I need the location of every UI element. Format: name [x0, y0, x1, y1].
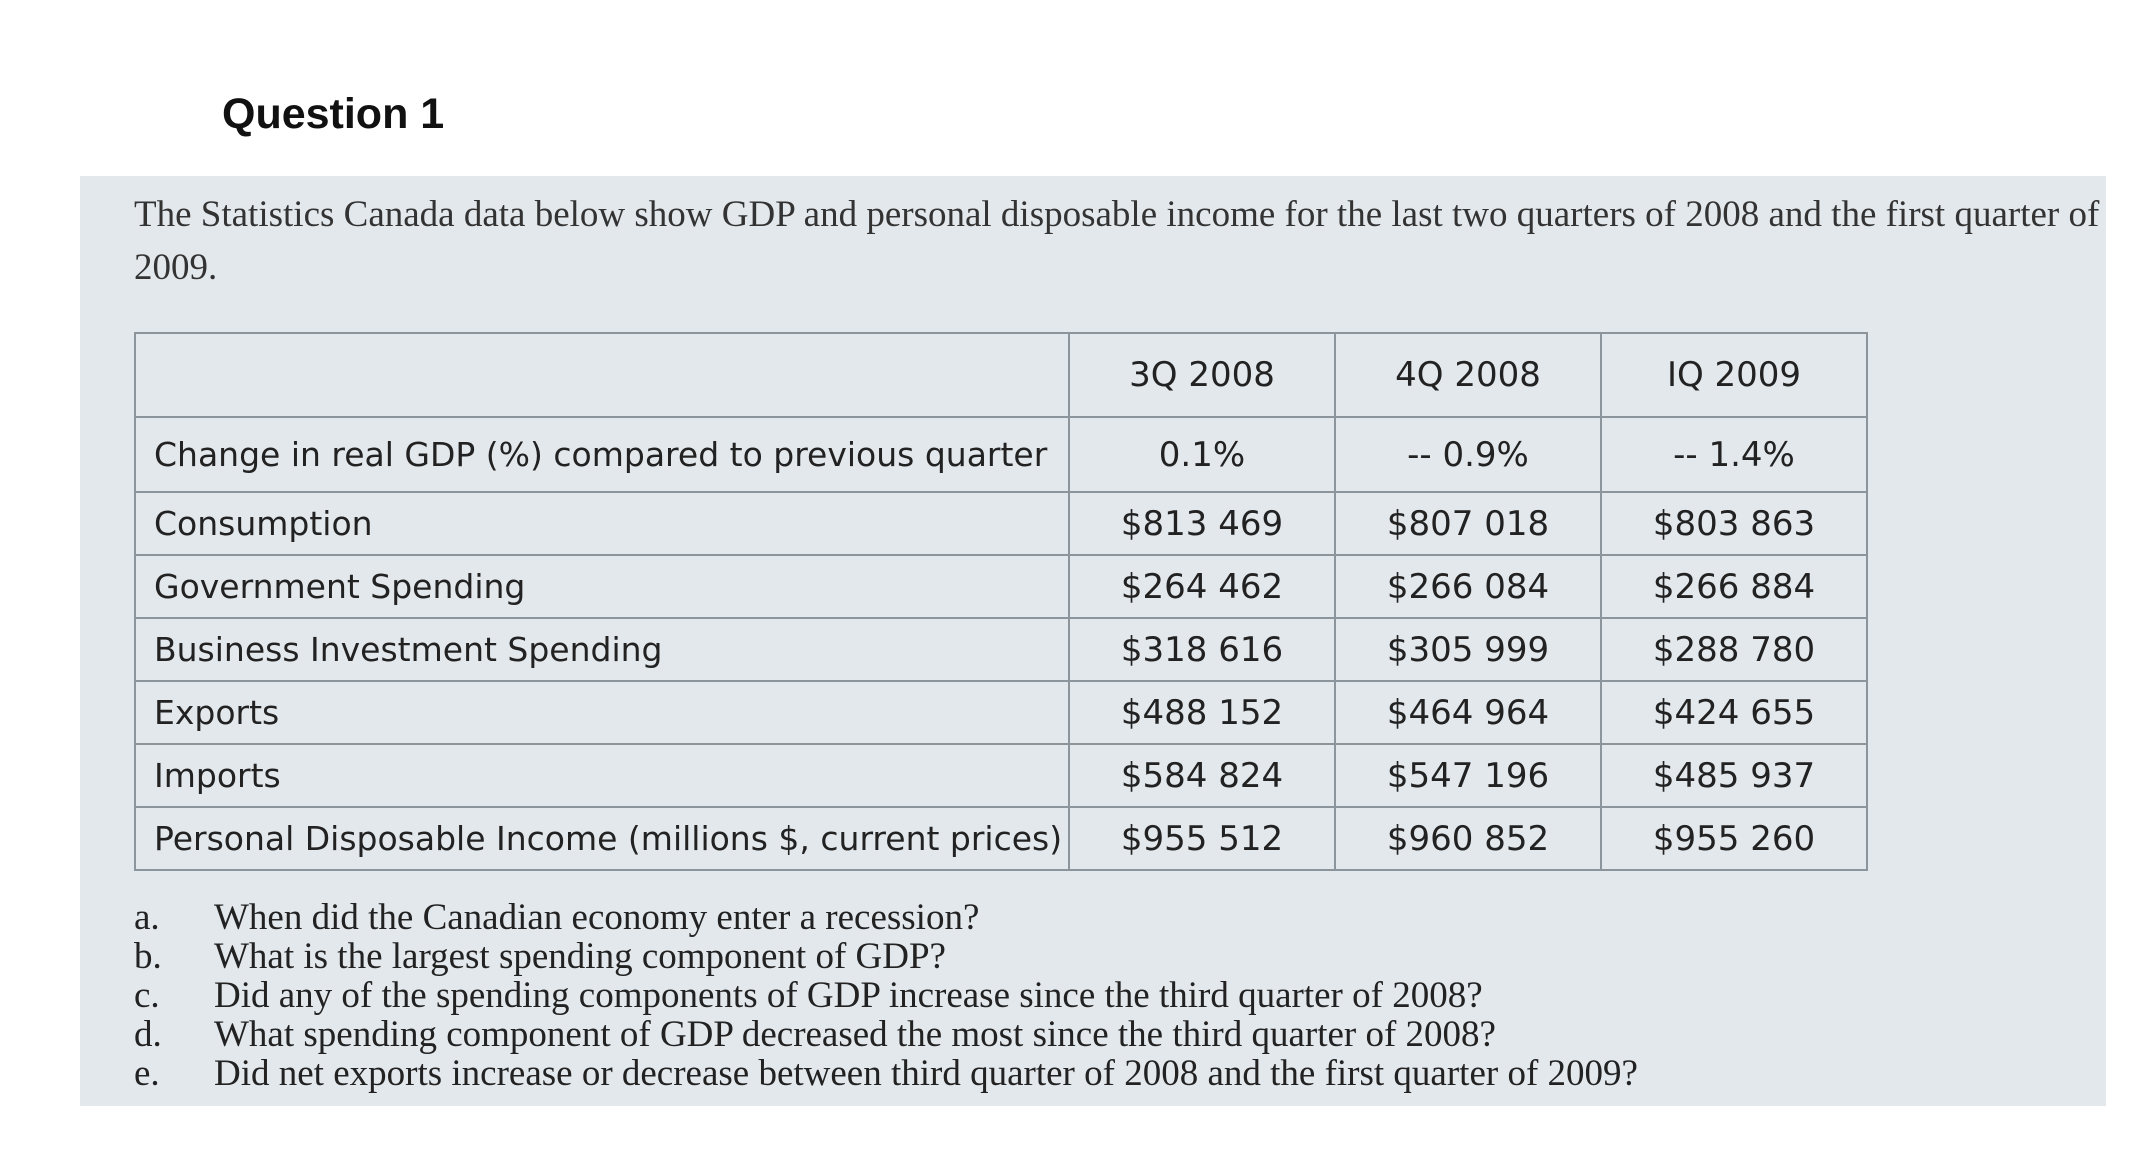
table-cell: $266 884 — [1600, 554, 1868, 619]
question-panel: The Statistics Canada data below show GD… — [80, 176, 2106, 1106]
question-letter: a. — [134, 897, 160, 938]
table-cell: $288 780 — [1600, 617, 1868, 682]
table-cell: $803 863 — [1600, 491, 1868, 556]
table-cell: -- 0.9% — [1334, 416, 1602, 493]
table-cell: $584 824 — [1068, 743, 1336, 808]
row-label-government-spending: Government Spending — [134, 554, 1070, 619]
table-row: Exports $488 152 $464 964 $424 655 — [134, 680, 1868, 745]
table-cell: $813 469 — [1068, 491, 1336, 556]
question-text: Did net exports increase or decrease bet… — [214, 1053, 1638, 1094]
question-letter: d. — [134, 1014, 162, 1055]
table-cell: $807 018 — [1334, 491, 1602, 556]
table-row: Imports $584 824 $547 196 $485 937 — [134, 743, 1868, 808]
row-label-business-investment: Business Investment Spending — [134, 617, 1070, 682]
question-list: a. When did the Canadian economy enter a… — [134, 898, 1638, 1093]
row-label-gdp-change: Change in real GDP (%) compared to previ… — [134, 416, 1070, 493]
question-letter: e. — [134, 1053, 160, 1094]
table-row: Government Spending $264 462 $266 084 $2… — [134, 554, 1868, 619]
table-cell: $264 462 — [1068, 554, 1336, 619]
table-row: Business Investment Spending $318 616 $3… — [134, 617, 1868, 682]
table-cell: $960 852 — [1334, 806, 1602, 871]
row-label-personal-disposable-income: Personal Disposable Income (millions $, … — [134, 806, 1070, 871]
question-title: Question 1 — [222, 90, 445, 138]
table-cell: $464 964 — [1334, 680, 1602, 745]
table-cell: $318 616 — [1068, 617, 1336, 682]
question-text: When did the Canadian economy enter a re… — [214, 897, 980, 938]
table-corner-cell — [134, 332, 1070, 418]
column-header-3q-2008: 3Q 2008 — [1068, 332, 1336, 418]
gdp-data-table: 3Q 2008 4Q 2008 IQ 2009 Change in real G… — [134, 332, 1868, 871]
row-label-imports: Imports — [134, 743, 1070, 808]
table-header-row: 3Q 2008 4Q 2008 IQ 2009 — [134, 332, 1868, 418]
row-label-consumption: Consumption — [134, 491, 1070, 556]
table-cell: $547 196 — [1334, 743, 1602, 808]
table-cell: $955 512 — [1068, 806, 1336, 871]
question-text: Did any of the spending components of GD… — [214, 975, 1483, 1016]
row-label-exports: Exports — [134, 680, 1070, 745]
table-row: Consumption $813 469 $807 018 $803 863 — [134, 491, 1868, 556]
table-cell: $305 999 — [1334, 617, 1602, 682]
table-cell: $266 084 — [1334, 554, 1602, 619]
question-letter: c. — [134, 975, 160, 1016]
question-text: What is the largest spending component o… — [214, 936, 946, 977]
list-item: d. What spending component of GDP decrea… — [134, 1015, 1638, 1054]
column-header-4q-2008: 4Q 2008 — [1334, 332, 1602, 418]
list-item: b. What is the largest spending componen… — [134, 937, 1638, 976]
question-text: What spending component of GDP decreased… — [214, 1014, 1496, 1055]
question-letter: b. — [134, 936, 162, 977]
table-cell: 0.1% — [1068, 416, 1336, 493]
list-item: a. When did the Canadian economy enter a… — [134, 898, 1638, 937]
list-item: c. Did any of the spending components of… — [134, 976, 1638, 1015]
table-cell: $955 260 — [1600, 806, 1868, 871]
table-cell: $424 655 — [1600, 680, 1868, 745]
table-row: Change in real GDP (%) compared to previ… — [134, 416, 1868, 493]
intro-text: The Statistics Canada data below show GD… — [134, 194, 2100, 288]
table-cell: -- 1.4% — [1600, 416, 1868, 493]
column-header-1q-2009: IQ 2009 — [1600, 332, 1868, 418]
table-cell: $488 152 — [1068, 680, 1336, 745]
table-row: Personal Disposable Income (millions $, … — [134, 806, 1868, 871]
list-item: e. Did net exports increase or decrease … — [134, 1054, 1638, 1093]
table-cell: $485 937 — [1600, 743, 1868, 808]
